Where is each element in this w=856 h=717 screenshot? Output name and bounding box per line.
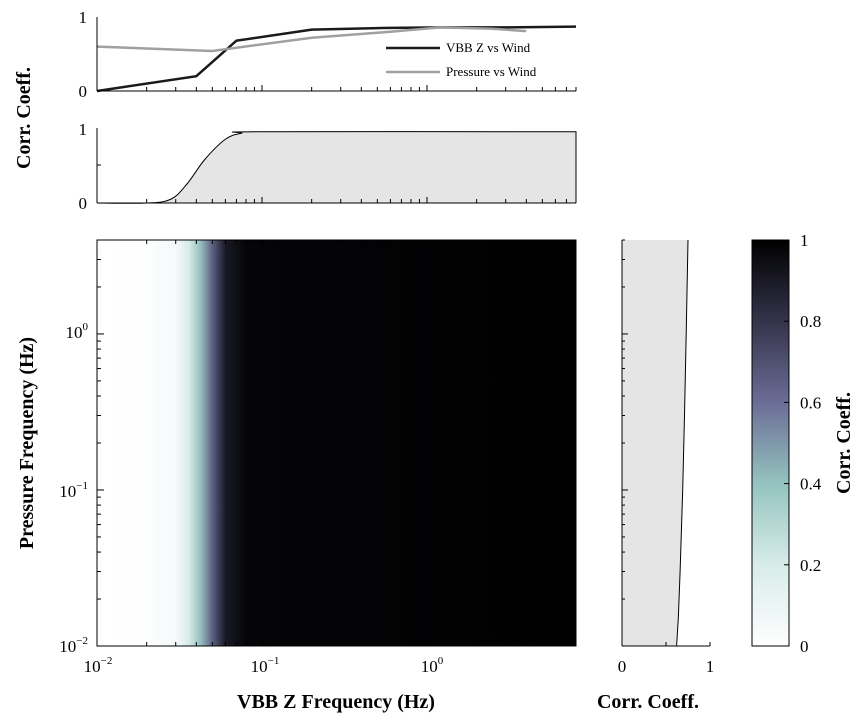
colorbar-ticks: 0 0.2 0.4 0.6 0.8 1 <box>784 231 822 656</box>
heatmap-x-tick-label-0: 10−2 <box>84 655 113 676</box>
top-panel: 0 1 VBB Z vs Wind Pressure vs Wind <box>79 8 577 101</box>
middle-y-tick-0: 0 <box>79 194 88 213</box>
colorbar-label: Corr. Coeff. <box>833 392 855 494</box>
heatmap-image <box>97 240 576 646</box>
top-legend: VBB Z vs Wind Pressure vs Wind <box>386 40 537 79</box>
heatmap-x-axis-label: VBB Z Frequency (Hz) <box>237 691 435 713</box>
colorbar-gradient <box>752 240 789 646</box>
heatmap-x-tick-label-1: 10−1 <box>251 655 280 676</box>
colorbar-frame <box>751 239 790 647</box>
heatmap-y-tick-label-0: 10−2 <box>59 635 88 656</box>
middle-series-group <box>96 131 577 204</box>
colorbar-tick-label-2: 0.4 <box>800 475 822 494</box>
heatmap-y-ticks <box>97 239 576 647</box>
heatmap-y-tick-label-2: 100 <box>66 321 89 342</box>
colorbar-tick-label-3: 0.6 <box>800 393 821 412</box>
side-x-tick-0: 0 <box>618 657 627 676</box>
top-series-group <box>96 25 577 93</box>
side-x-tick-1: 1 <box>706 657 715 676</box>
side-series-group <box>622 239 689 647</box>
heatmap-x-tick-label-2: 100 <box>421 655 444 676</box>
top-series-0-line <box>96 25 577 93</box>
colorbar: 0 0.2 0.4 0.6 0.8 1 Corr. Coeff. <box>751 231 855 656</box>
legend-label-pressure: Pressure vs Wind <box>446 64 537 79</box>
side-x-axis-label: Corr. Coeff. <box>597 691 699 713</box>
heatmap-y-tick-label-1: 10−1 <box>59 480 88 501</box>
legend-label-vbb: VBB Z vs Wind <box>446 40 531 55</box>
heatmap-x-ticks <box>96 240 577 646</box>
side-area-line <box>676 239 689 647</box>
top-y-axis-label: Corr. Coeff. <box>13 67 35 169</box>
heatmap-y-axis-label: Pressure Frequency (Hz) <box>16 337 38 549</box>
colorbar-tick-label-5: 1 <box>800 231 809 250</box>
top-series-1-line <box>96 26 527 53</box>
colorbar-tick-label-4: 0.8 <box>800 312 821 331</box>
middle-y-tick-1: 1 <box>79 120 88 139</box>
middle-panel: 0 1 <box>79 120 577 213</box>
top-y-tick-1: 1 <box>79 8 88 27</box>
middle-area-fill <box>97 131 576 204</box>
side-panel: 0 1 Corr. Coeff. <box>597 239 715 713</box>
heatmap-panel: 10−2 10−1 100 10−2 10−1 100 VBB Z Freque… <box>16 239 577 713</box>
middle-x-ticks <box>96 197 577 203</box>
colorbar-tick-label-1: 0.2 <box>800 556 821 575</box>
side-area-fill <box>622 240 688 646</box>
top-y-tick-0: 0 <box>79 82 88 101</box>
middle-area-line <box>96 131 577 204</box>
colorbar-tick-label-0: 0 <box>800 637 809 656</box>
